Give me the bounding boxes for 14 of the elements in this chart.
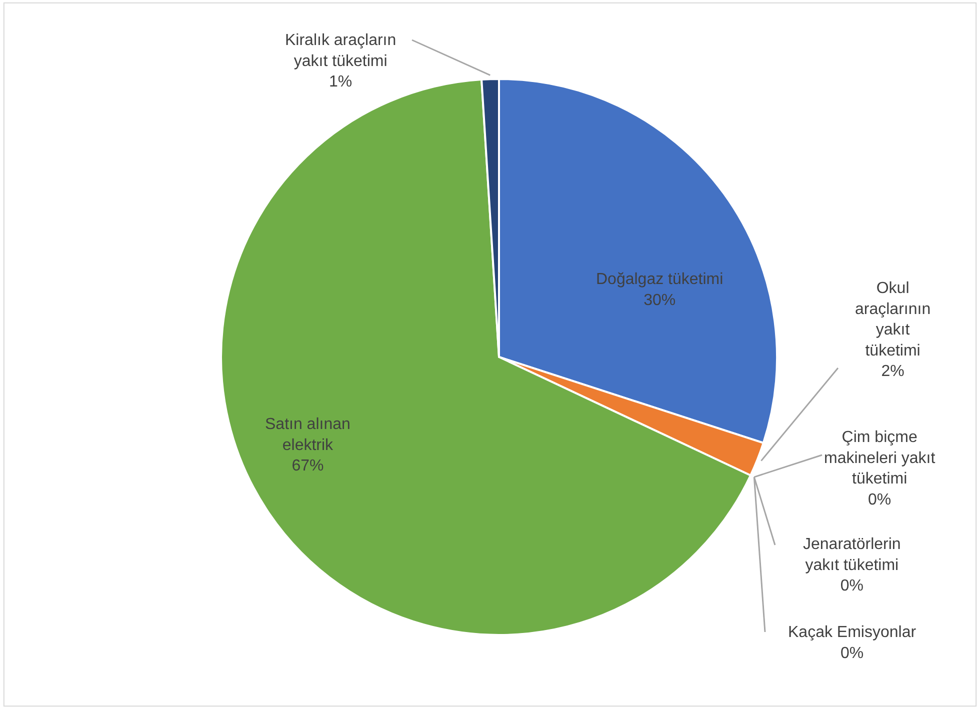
category-label: Kaçak Emisyonlar: [788, 624, 916, 641]
slice-label: Satın alınan elektrik: [265, 416, 350, 454]
slice-label: Kiralık araçların yakıt tüketimi: [285, 32, 396, 70]
text: 0%: [840, 578, 864, 595]
slice-label: Okul araçlarının yakıt tüketimi: [855, 280, 931, 360]
data-label: 67%: [292, 458, 324, 475]
category-label: Çim biçme makineleri yakıt tüketimi: [824, 429, 936, 488]
data-label: 1%: [329, 74, 352, 91]
slice-label: Doğalgaz tüketimi: [596, 271, 724, 288]
data-label: 30%: [644, 292, 676, 309]
text: 0%: [840, 644, 864, 662]
data-label: 2%: [881, 363, 904, 380]
category-label: Jenaratörlerin yakıt tüketimi: [803, 536, 901, 574]
text: 0%: [868, 491, 892, 508]
